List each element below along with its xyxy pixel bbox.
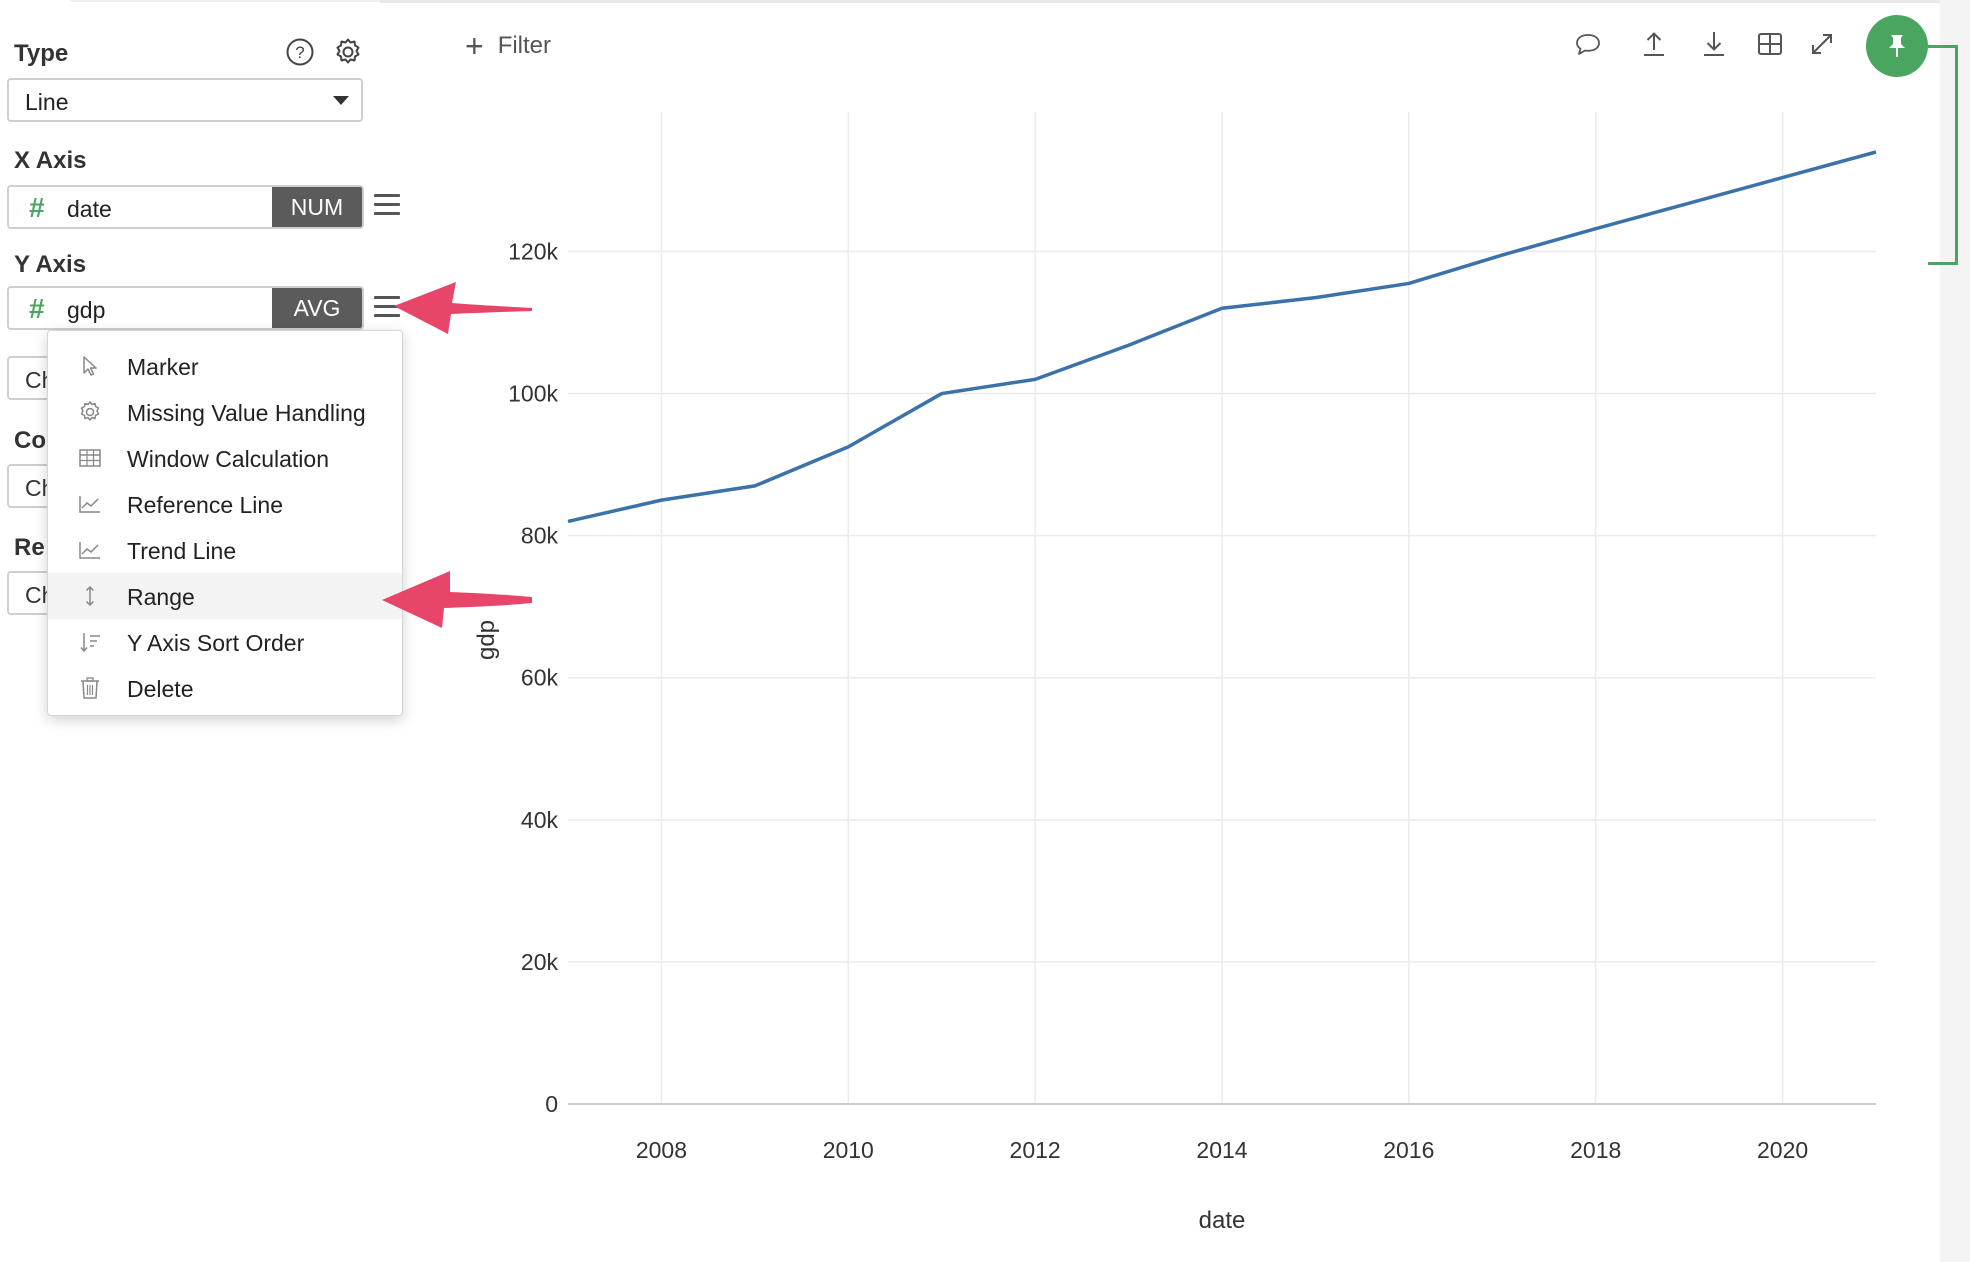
y-tick-label: 100k: [508, 381, 558, 407]
chart-line-icon: [78, 492, 102, 516]
y-field-name: gdp: [67, 297, 106, 323]
pin-button[interactable]: [1866, 15, 1928, 77]
gear-icon: [78, 400, 102, 424]
annotation-arrow-icon: [382, 571, 532, 628]
x-axis-label: X Axis: [14, 147, 87, 174]
y-axis-dropdown-menu: Marker Missing Value Handling Window Cal…: [47, 330, 403, 716]
plus-icon: +: [465, 28, 484, 64]
y-tick-label: 60k: [521, 665, 559, 691]
y-axis-title: gdp: [473, 620, 500, 660]
pin-icon: [1889, 35, 1905, 57]
sort-icon: [78, 630, 102, 654]
menu-item-missing-value-handling[interactable]: Missing Value Handling: [48, 389, 402, 435]
x-aggregation-button[interactable]: NUM: [272, 187, 362, 227]
x-tick-label: 2016: [1383, 1137, 1434, 1163]
menu-item-marker[interactable]: Marker: [48, 343, 402, 389]
hidden-label-repeat: Re: [14, 534, 45, 561]
table-icon[interactable]: [1754, 28, 1788, 62]
chevron-down-icon: [333, 96, 349, 105]
y-tick-label: 20k: [521, 949, 559, 975]
y-tick-label: 40k: [521, 807, 559, 833]
x-tick-label: 2008: [636, 1137, 687, 1163]
chart-type-select[interactable]: Line: [7, 78, 363, 122]
x-axis-field[interactable]: # date NUM: [7, 185, 364, 229]
x-tick-label: 2020: [1757, 1137, 1808, 1163]
line-chart: 0 20k 40k 60k 80k 100k 120k 2008 2010 2012 2014 201…: [473, 112, 1877, 1234]
settings-gear-icon[interactable]: [332, 36, 364, 68]
upload-icon[interactable]: [1638, 28, 1672, 62]
trash-icon: [78, 676, 102, 700]
x-field-name: date: [67, 196, 112, 222]
type-label: Type: [14, 40, 69, 67]
chart-settings-panel: Type ? Line X Axis # date NUM Y Axis # g…: [0, 0, 420, 1262]
y-tick-label: 120k: [508, 238, 558, 264]
gdp-series-line: [567, 150, 1877, 524]
x-tick-label: 2010: [823, 1137, 874, 1163]
numeric-hash-icon: #: [29, 192, 45, 223]
download-icon[interactable]: [1698, 28, 1732, 62]
svg-text:?: ?: [295, 43, 304, 62]
help-icon[interactable]: ?: [284, 36, 316, 68]
chart-type-value: Line: [25, 89, 69, 115]
y-tick-label: 0: [545, 1091, 558, 1117]
filter-button[interactable]: + Filter: [465, 28, 552, 64]
hidden-label-color: Co: [14, 427, 46, 454]
numeric-hash-icon: #: [29, 293, 45, 324]
chart-line-icon: [78, 538, 102, 562]
x-tick-label: 2014: [1196, 1137, 1247, 1163]
table-icon: [78, 446, 102, 470]
cursor-icon: [78, 354, 102, 378]
vertical-arrows-icon: [78, 584, 102, 608]
pin-bracket: [1928, 45, 1958, 265]
menu-item-window-calculation[interactable]: Window Calculation: [48, 435, 402, 481]
menu-item-range[interactable]: Range: [48, 573, 402, 619]
y-aggregation-button[interactable]: AVG: [272, 288, 362, 328]
menu-item-delete[interactable]: Delete: [48, 665, 402, 711]
x-axis-menu-icon[interactable]: [374, 194, 402, 216]
x-tick-label: 2012: [1010, 1137, 1061, 1163]
expand-icon[interactable]: [1806, 28, 1840, 62]
y-axis-label: Y Axis: [14, 251, 87, 278]
y-axis-menu-icon[interactable]: [374, 296, 402, 318]
x-tick-label: 2018: [1570, 1137, 1621, 1163]
x-axis-title: date: [1199, 1207, 1246, 1234]
comment-icon[interactable]: [1572, 28, 1606, 62]
menu-item-y-axis-sort-order[interactable]: Y Axis Sort Order: [48, 619, 402, 665]
y-tick-label: 80k: [521, 523, 559, 549]
y-axis-field[interactable]: # gdp AVG: [7, 286, 364, 330]
annotation-arrow-icon: [394, 282, 532, 334]
menu-item-trend-line[interactable]: Trend Line: [48, 527, 402, 573]
menu-item-reference-line[interactable]: Reference Line: [48, 481, 402, 527]
